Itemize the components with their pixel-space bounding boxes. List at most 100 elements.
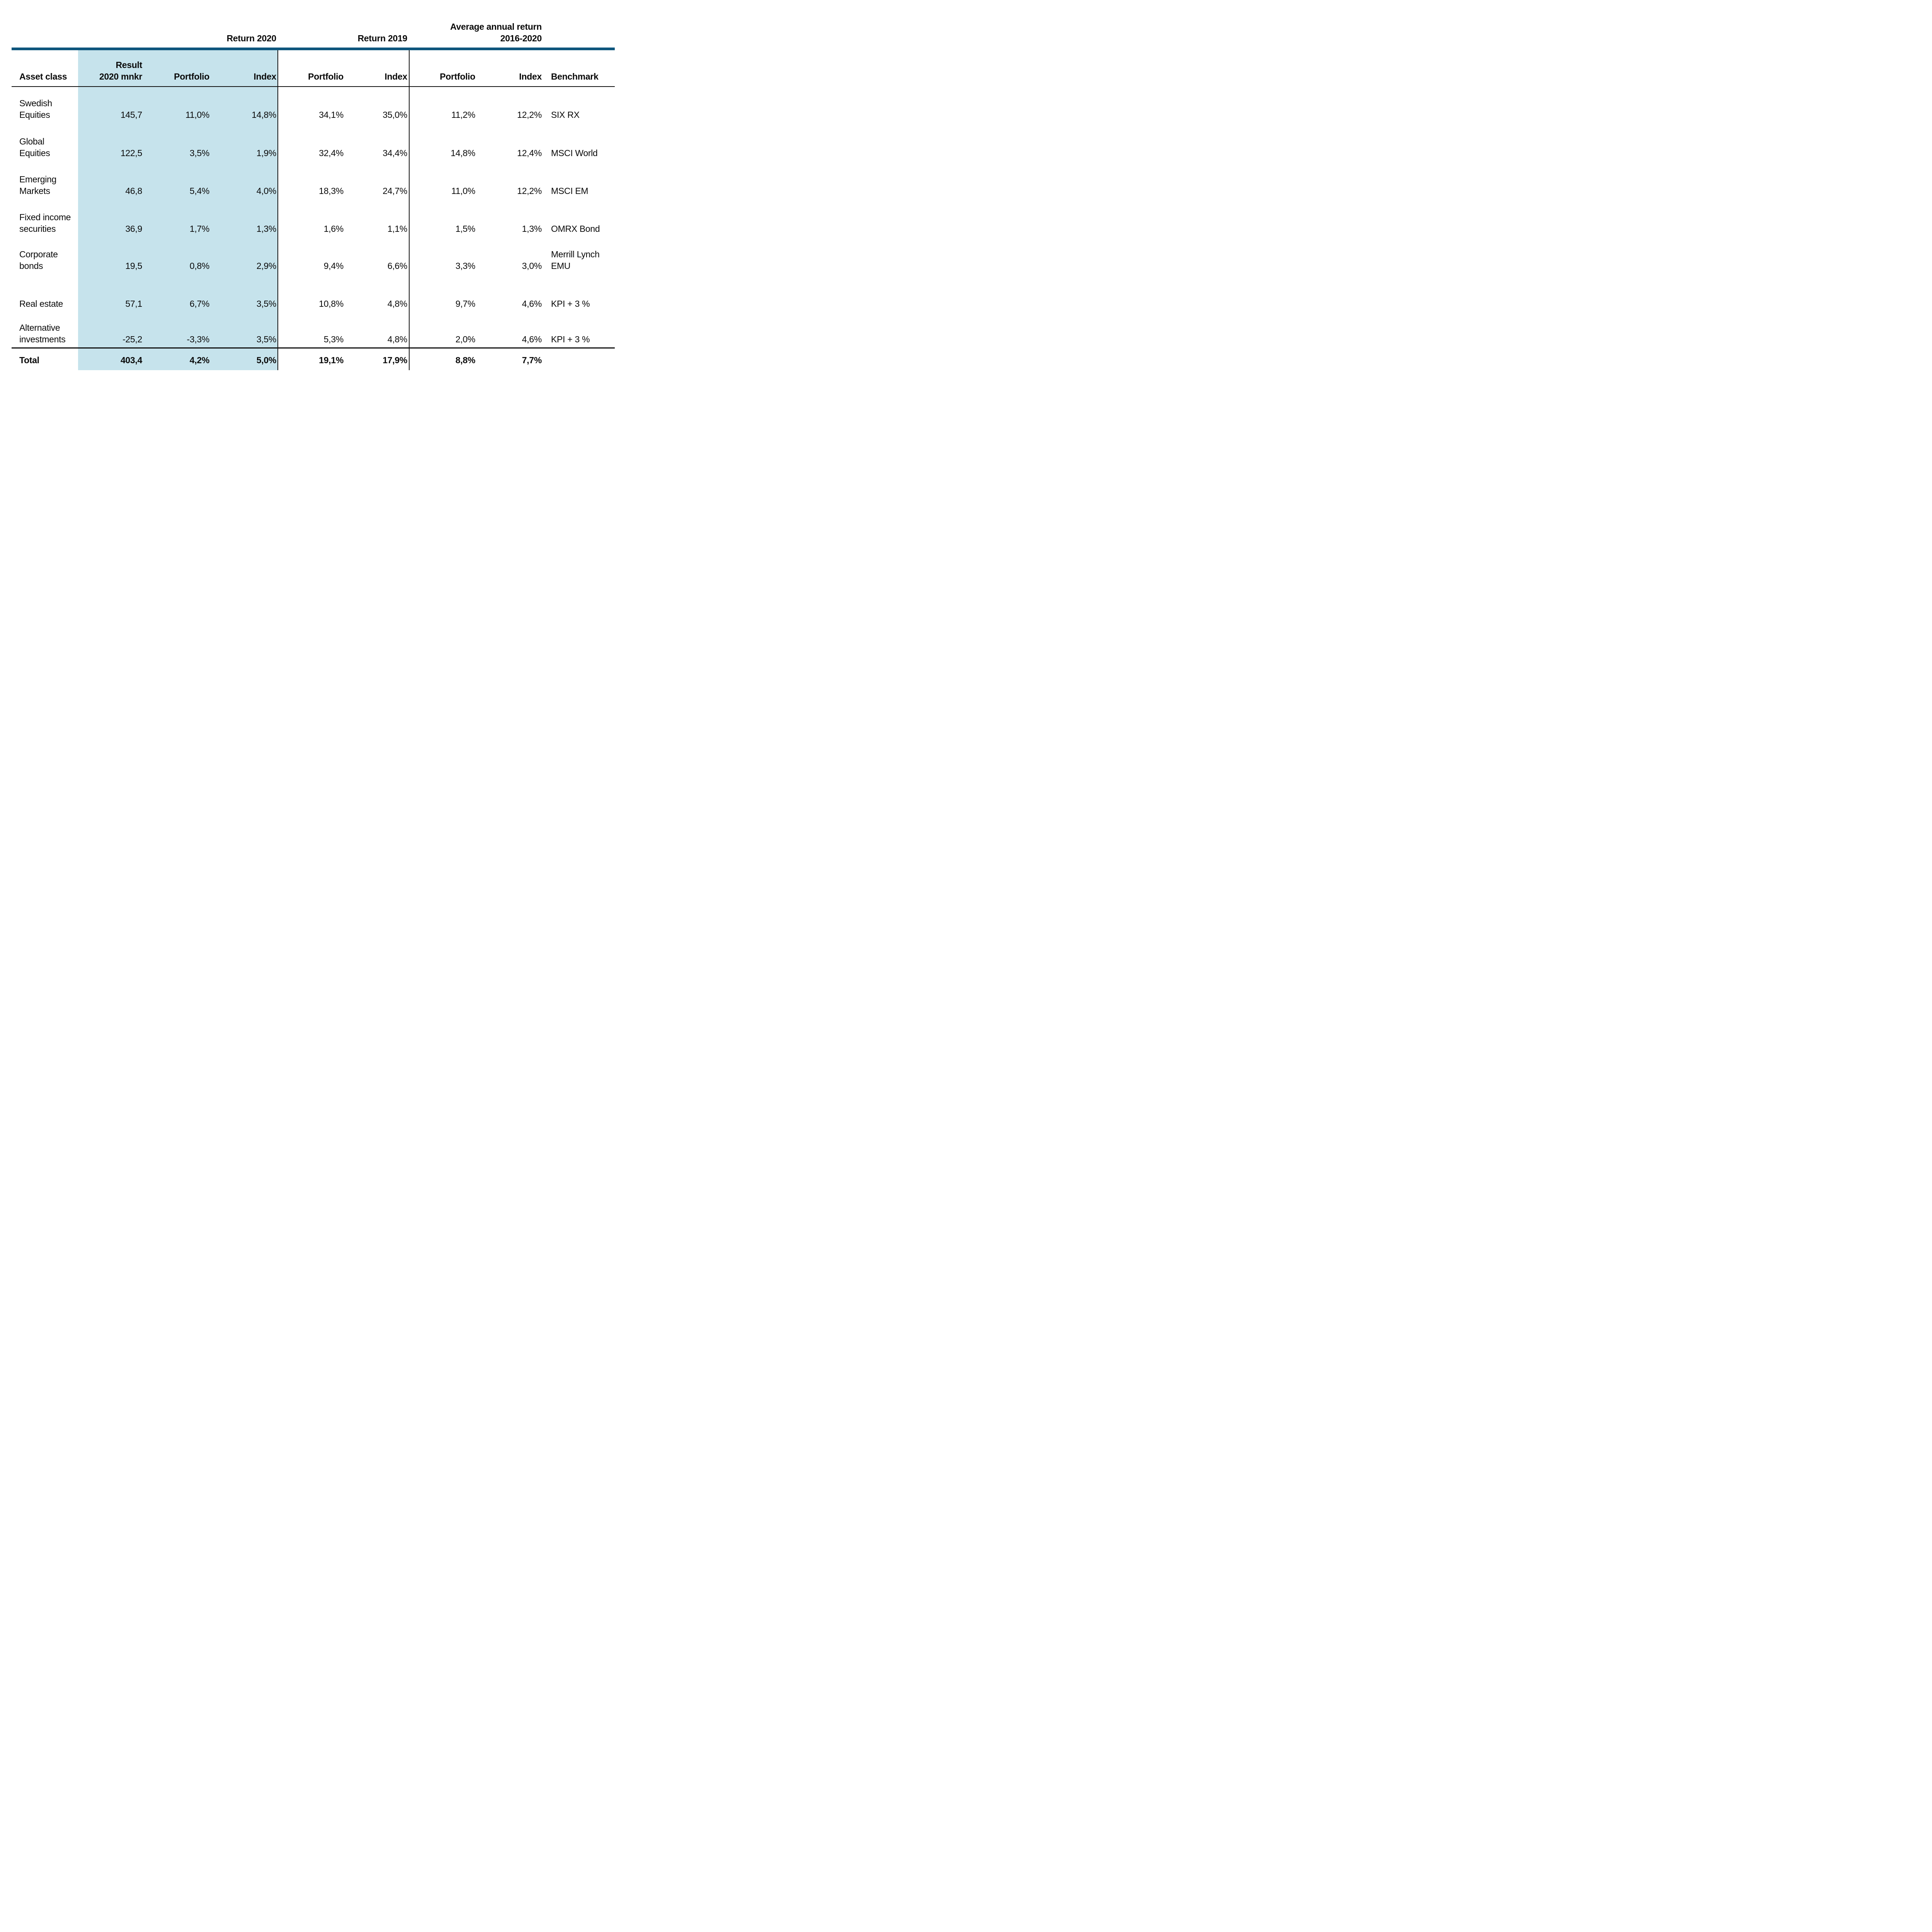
- portfolio-2020-value: 0,8%: [189, 261, 210, 271]
- group-header-average-line2: 2016-2020: [500, 33, 542, 43]
- benchmark-line1: SIX RX: [551, 110, 580, 120]
- total-result-2020: 403,4: [120, 355, 142, 365]
- column-header-row: Asset class Result 2020 mnkr Portfolio I…: [19, 59, 614, 82]
- portfolio-avg-value: 3,3%: [455, 261, 476, 271]
- table-row-alternative-investments: Alternative investments -25,2 -3,3% 3,5%…: [19, 322, 614, 345]
- table-row-corporate-bonds: Corporate bonds 19,5 0,8% 2,9% 9,4% 6,6%…: [19, 248, 614, 272]
- portfolio-avg-value: 11,2%: [451, 110, 475, 120]
- index-avg-value: 12,2%: [517, 110, 542, 120]
- return-2020-highlight-band: [78, 50, 278, 370]
- asset-class-label: Alternative investments: [19, 322, 66, 345]
- column-header-index-avg: Index: [519, 71, 542, 82]
- portfolio-avg-value: 1,5%: [455, 224, 476, 234]
- asset-class-line1: Fixed income: [19, 212, 71, 222]
- benchmark-value: MSCI EM: [551, 185, 588, 197]
- index-2019-value: 1,1%: [387, 224, 408, 234]
- table-row-emerging-markets: Emerging Markets 46,8 5,4% 4,0% 18,3% 24…: [19, 173, 614, 197]
- index-2020-value: 1,3%: [256, 224, 277, 234]
- header-accent-bar: [12, 48, 615, 50]
- benchmark-line1: Merrill Lynch: [551, 249, 600, 259]
- asset-class-label: Global Equities: [19, 136, 50, 159]
- portfolio-2020-value: 6,7%: [189, 299, 210, 309]
- portfolio-avg-value: 9,7%: [455, 299, 476, 309]
- index-2020-value: 3,5%: [256, 334, 277, 344]
- benchmark-line1: MSCI EM: [551, 186, 588, 196]
- index-2020-value: 1,9%: [256, 148, 277, 158]
- index-2019-value: 4,8%: [387, 299, 408, 309]
- portfolio-2020-value: 11,0%: [185, 110, 209, 120]
- column-header-index-2019: Index: [384, 71, 407, 82]
- asset-class-label: Real estate: [19, 298, 63, 310]
- index-2020-value: 2,9%: [256, 261, 277, 271]
- portfolio-2020-value: -3,3%: [187, 334, 209, 344]
- portfolio-2019-value: 32,4%: [319, 148, 344, 158]
- asset-class-line1: Alternative: [19, 323, 60, 333]
- group-header-average-annual-return: Average annual return 2016-2020: [450, 21, 542, 44]
- portfolio-2019-value: 1,6%: [323, 224, 344, 234]
- table-row-swedish-equities: Swedish Equities 145,7 11,0% 14,8% 34,1%…: [19, 97, 614, 121]
- portfolio-2019-value: 9,4%: [323, 261, 344, 271]
- result-2020-value: 145,7: [120, 110, 142, 120]
- table-row-global-equities: Global Equities 122,5 3,5% 1,9% 32,4% 34…: [19, 136, 614, 159]
- portfolio-2019-value: 5,3%: [323, 334, 344, 344]
- total-row-rule: [12, 347, 615, 349]
- portfolio-2020-value: 3,5%: [189, 148, 210, 158]
- index-2020-value: 4,0%: [256, 186, 277, 196]
- portfolio-avg-value: 11,0%: [451, 186, 475, 196]
- benchmark-line1: MSCI World: [551, 148, 598, 158]
- benchmark-value: SIX RX: [551, 109, 580, 121]
- index-2019-value: 4,8%: [387, 334, 408, 344]
- column-header-result-line1: Result: [116, 60, 143, 70]
- table-row-total: Total 403,4 4,2% 5,0% 19,1% 17,9% 8,8% 7…: [19, 343, 614, 366]
- asset-class-line1: Corporate: [19, 249, 58, 259]
- benchmark-value: KPI + 3 %: [551, 333, 590, 345]
- index-2019-value: 34,4%: [383, 148, 407, 158]
- asset-class-line1: Real estate: [19, 299, 63, 309]
- total-portfolio-avg: 8,8%: [455, 355, 476, 365]
- index-2020-value: 14,8%: [252, 110, 276, 120]
- total-index-2020: 5,0%: [256, 355, 277, 365]
- vertical-divider-2020-2019: [277, 50, 278, 370]
- column-header-portfolio-avg: Portfolio: [440, 71, 475, 82]
- benchmark-value: Merrill Lynch EMU: [551, 248, 600, 272]
- vertical-divider-2019-avg: [409, 50, 410, 370]
- index-avg-value: 4,6%: [522, 334, 542, 344]
- table-row-real-estate: Real estate 57,1 6,7% 3,5% 10,8% 4,8% 9,…: [19, 286, 614, 310]
- asset-class-line2: Equities: [19, 110, 50, 120]
- column-header-result-2020-mnkr: Result 2020 mnkr: [99, 59, 142, 82]
- portfolio-2019-value: 10,8%: [319, 299, 344, 309]
- result-2020-value: 46,8: [125, 186, 142, 196]
- benchmark-value: KPI + 3 %: [551, 298, 590, 310]
- total-index-2019: 17,9%: [383, 355, 407, 365]
- portfolio-avg-value: 2,0%: [455, 334, 476, 344]
- column-header-benchmark: Benchmark: [551, 71, 599, 82]
- portfolio-2019-value: 18,3%: [319, 186, 344, 196]
- group-header-average-line1: Average annual return: [450, 22, 542, 32]
- asset-class-label: Fixed income securities: [19, 211, 71, 235]
- index-avg-value: 12,2%: [517, 186, 542, 196]
- benchmark-line1: KPI + 3 %: [551, 299, 590, 309]
- total-label: Total: [19, 355, 39, 365]
- column-header-result-line2: 2020 mnkr: [99, 71, 142, 82]
- benchmark-value: OMRX Bond: [551, 223, 600, 235]
- index-avg-value: 4,6%: [522, 299, 542, 309]
- index-2020-value: 3,5%: [256, 299, 277, 309]
- group-header-row: Return 2020 Return 2019 Average annual r…: [19, 21, 614, 44]
- benchmark-value: MSCI World: [551, 147, 598, 159]
- column-header-portfolio-2020: Portfolio: [174, 71, 209, 82]
- asset-class-line1: Emerging: [19, 174, 57, 184]
- result-2020-value: 36,9: [125, 224, 142, 234]
- column-header-asset-class: Asset class: [19, 71, 67, 82]
- benchmark-line1: OMRX Bond: [551, 224, 600, 234]
- portfolio-2020-value: 1,7%: [189, 224, 210, 234]
- asset-class-label: Emerging Markets: [19, 173, 56, 197]
- table-row-fixed-income: Fixed income securities 36,9 1,7% 1,3% 1…: [19, 211, 614, 235]
- total-portfolio-2020: 4,2%: [189, 355, 210, 365]
- index-avg-value: 12,4%: [517, 148, 542, 158]
- asset-class-label: Corporate bonds: [19, 248, 58, 272]
- asset-class-label: Swedish Equities: [19, 97, 52, 121]
- index-2019-value: 6,6%: [387, 261, 408, 271]
- index-2019-value: 24,7%: [383, 186, 407, 196]
- total-portfolio-2019: 19,1%: [319, 355, 344, 365]
- result-2020-value: 19,5: [125, 261, 142, 271]
